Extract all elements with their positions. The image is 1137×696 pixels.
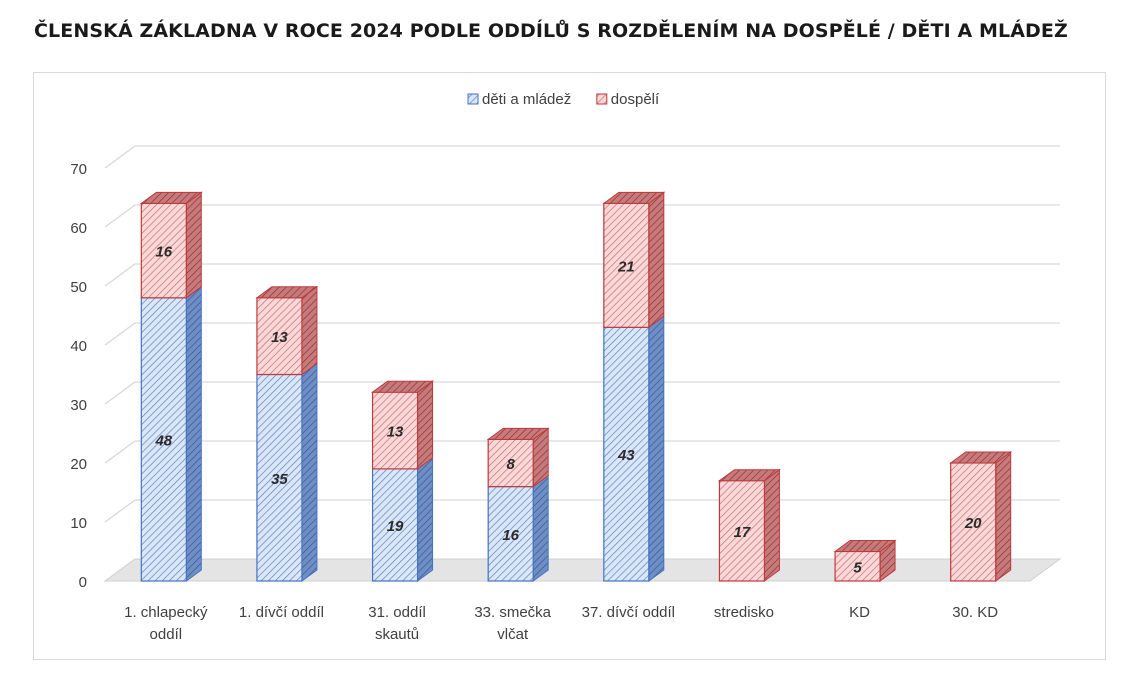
gridline	[104, 263, 1060, 287]
bar-top	[486, 427, 550, 440]
bar-segment	[371, 391, 419, 470]
bar-side	[301, 285, 318, 376]
bar-top	[371, 380, 435, 393]
bar-side	[532, 474, 549, 582]
gridline	[104, 204, 1060, 228]
bar-side	[648, 315, 665, 582]
x-tick-label: 1. chlapecký	[124, 604, 208, 621]
x-tick-label: 37. dívčí oddíl	[582, 604, 675, 621]
bar-segment	[718, 480, 766, 582]
y-tick-label: 60	[70, 220, 87, 237]
x-tick-label: vlčat	[497, 626, 529, 643]
bar-segment	[603, 202, 650, 328]
bar-side	[185, 191, 202, 299]
data-label: 21	[617, 258, 635, 275]
data-label: 19	[387, 518, 404, 535]
bar-side	[763, 468, 780, 582]
legend-label: děti a mládež	[482, 91, 571, 108]
data-label: 17	[734, 524, 751, 541]
data-label: 35	[271, 471, 288, 488]
data-label: 43	[617, 447, 635, 464]
x-tick-label: 30. KD	[952, 604, 998, 621]
bar-side	[185, 285, 202, 582]
y-tick-label: 30	[70, 397, 87, 414]
data-label: 16	[155, 244, 172, 261]
data-label: 8	[507, 456, 516, 473]
bar-top	[139, 191, 203, 204]
labels: 0 10 20 30 40 50 60 70 48 16 1. chlapecký oddíl 35 13…	[70, 161, 998, 643]
data-label: 16	[502, 527, 519, 544]
bars	[139, 191, 1013, 582]
x-tick-label: oddíl	[150, 626, 183, 643]
bar-segment	[834, 550, 881, 582]
y-tick-label: 10	[70, 515, 87, 532]
data-label: 5	[853, 559, 862, 576]
bar-top	[949, 451, 1013, 464]
x-tick-label: 31. oddíl	[368, 604, 426, 621]
bar-segment	[371, 468, 419, 582]
data-label: 48	[154, 432, 172, 449]
x-tick-label: 33. smečka	[474, 604, 551, 621]
bar-segment	[256, 373, 303, 582]
chart-frame	[33, 72, 1106, 660]
data-label: 20	[964, 515, 982, 532]
gridline	[104, 322, 1060, 346]
bar-segment	[950, 462, 997, 582]
bar-side	[417, 456, 434, 582]
y-tick-label: 50	[70, 279, 87, 296]
x-tick-label: skautů	[375, 626, 419, 643]
data-label: 13	[271, 329, 288, 346]
y-tick-label: 70	[70, 161, 87, 178]
floor	[103, 558, 1062, 582]
bar-side	[648, 191, 665, 329]
gridline	[104, 381, 1060, 405]
legend-swatch	[596, 93, 608, 105]
data-label: 13	[387, 424, 404, 441]
y-tick-label: 40	[70, 338, 87, 355]
bar-top	[833, 540, 897, 552]
x-tick-label: stredisko	[714, 604, 774, 621]
x-tick-label: 1. dívčí oddíl	[239, 604, 324, 621]
bar-segment	[603, 326, 650, 582]
gridline	[104, 145, 1060, 169]
bar-side	[995, 451, 1012, 582]
gridline	[104, 499, 1060, 523]
chart-title: ČLENSKÁ ZÁKLADNA V ROCE 2024 PODLE ODDÍL…	[34, 20, 1068, 42]
bar-segment	[487, 438, 534, 488]
bar-side	[301, 362, 318, 582]
bar-segment	[140, 297, 187, 582]
bar-side	[417, 380, 434, 470]
bar-segment	[256, 297, 303, 376]
gridline	[104, 440, 1060, 464]
legend-swatch	[467, 93, 479, 105]
grid	[103, 145, 1062, 582]
bar-top	[602, 191, 666, 204]
x-tick-label: KD	[849, 604, 870, 621]
legend-label: dospělí	[611, 91, 660, 108]
y-tick-label: 20	[70, 456, 87, 473]
legend: děti a mládež dospělí	[467, 91, 660, 108]
bar-top	[717, 469, 781, 482]
bar-top	[255, 286, 319, 299]
y-tick-label: 0	[79, 574, 87, 591]
